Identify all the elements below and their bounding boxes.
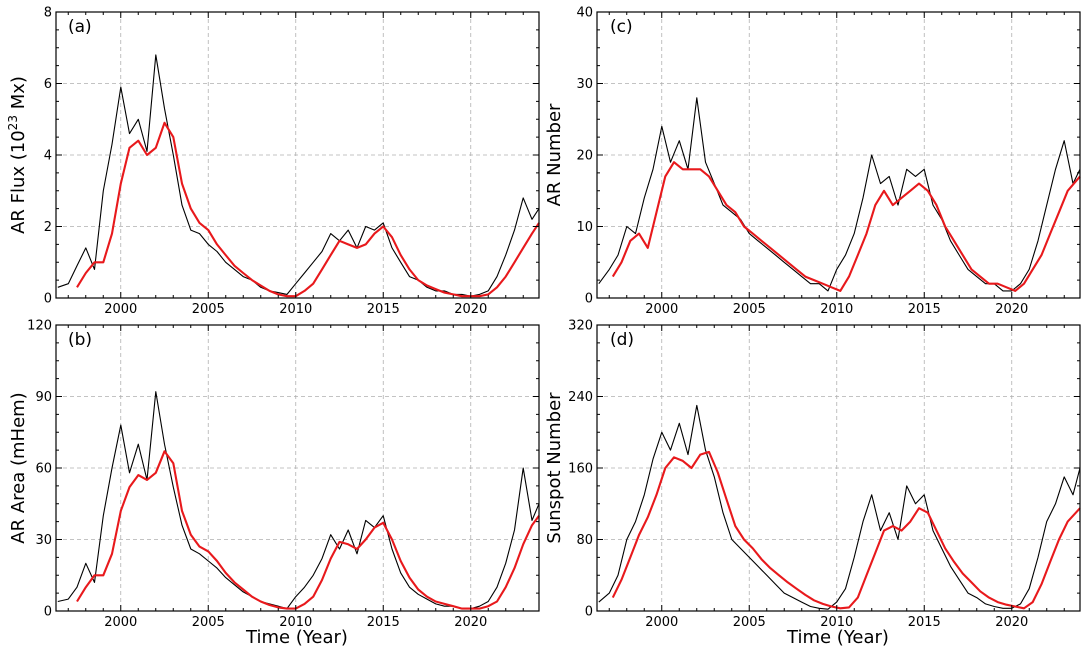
panel-b-xlabel: Time (Year) <box>245 627 348 648</box>
panel-d-sunspot-number: 2000 2005 2010 2015 2020 0 80 160 240 320 (d) Sun… <box>544 319 1081 648</box>
panel-b-ylabel: AR Area (mHem) <box>8 392 29 543</box>
panel-a-xtick-label-2010: 2010 <box>279 302 312 317</box>
panel-d-ytick-label-0: 0 <box>585 605 593 620</box>
panel-d-ytick-label-240: 240 <box>568 390 593 405</box>
panel-d-ytick-label-80: 80 <box>576 533 593 548</box>
panel-b-ar-area: 2000 2005 2010 2015 2020 0 30 60 90 120 (b) AR Ar… <box>8 319 540 648</box>
panel-c-ytick-label-10: 10 <box>576 220 593 235</box>
panel-b-ytick-label-30: 30 <box>35 533 52 548</box>
panel-c-xtick-label-2015: 2015 <box>908 302 941 317</box>
panel-d-ticks: 2000 2005 2010 2015 2020 0 80 160 240 320 <box>568 319 1080 630</box>
panel-b-label: (b) <box>68 330 92 350</box>
panel-d-xtick-label-2020: 2020 <box>995 615 1028 630</box>
panel-a-xtick-label-2000: 2000 <box>104 302 137 317</box>
panel-a-smoothed-series <box>76 121 540 298</box>
panel-d-ytick-label-320: 320 <box>568 319 593 334</box>
panel-d-monthly-series <box>598 404 1081 610</box>
panel-a-xtick-label-2020: 2020 <box>454 302 487 317</box>
panel-c-gridlines <box>597 12 1080 298</box>
panel-a-series <box>57 54 540 298</box>
panel-c-xtick-label-2010: 2010 <box>820 302 853 317</box>
panel-d-xtick-label-2010: 2010 <box>820 615 853 630</box>
panel-a-frame <box>55 11 540 299</box>
panel-d-ylabel: Sunspot Number <box>544 392 565 544</box>
panel-c-monthly-series <box>598 97 1081 292</box>
panel-a-ylabel-exponent: 23 <box>6 115 20 130</box>
panel-c-label: (c) <box>610 17 633 37</box>
panel-d-xtick-label-2005: 2005 <box>733 615 766 630</box>
panel-d-label: (d) <box>610 330 634 350</box>
panel-b-xtick-label-2020: 2020 <box>454 615 487 630</box>
panel-b-xtick-label-2010: 2010 <box>279 615 312 630</box>
panel-a-label: (a) <box>68 17 92 37</box>
panel-a-ytick-label-8: 8 <box>44 6 52 21</box>
panel-b-monthly-series <box>57 391 540 610</box>
panel-a-ar-flux: 2000 2005 2010 2015 2020 0 2 4 6 8 (a) AR Flux (1… <box>6 6 540 317</box>
panel-a-ylabel: AR Flux (1023 Mx) <box>6 76 29 234</box>
panel-b-xtick-label-2005: 2005 <box>192 615 225 630</box>
panel-d-gridlines <box>597 325 1080 611</box>
panel-d-xlabel: Time (Year) <box>786 627 889 648</box>
panel-b-series <box>57 391 540 610</box>
panel-c-ytick-label-30: 30 <box>576 77 593 92</box>
panel-a-ytick-label-4: 4 <box>44 149 52 164</box>
panel-a-ytick-label-2: 2 <box>44 220 52 235</box>
panel-a-ylabel-prefix: AR Flux (10 <box>8 130 29 234</box>
panel-b-gridlines <box>56 325 539 611</box>
panel-d-series <box>598 404 1081 610</box>
panel-c-xtick-label-2020: 2020 <box>995 302 1028 317</box>
panel-b-smoothed-series <box>76 450 540 610</box>
panel-a-monthly-series <box>57 54 540 297</box>
panel-b-ytick-label-120: 120 <box>27 319 52 334</box>
panel-b-frame <box>55 324 540 612</box>
panel-b-xtick-label-2000: 2000 <box>104 615 137 630</box>
panel-a-gridlines <box>56 12 539 298</box>
panel-a-ytick-label-6: 6 <box>44 77 52 92</box>
panel-a-xtick-label-2005: 2005 <box>192 302 225 317</box>
panel-a-ylabel-suffix: Mx) <box>8 76 29 115</box>
panel-c-frame <box>596 11 1081 299</box>
panel-b-ytick-label-0: 0 <box>44 605 52 620</box>
panel-c-ytick-label-20: 20 <box>576 149 593 164</box>
panel-a-ytick-label-0: 0 <box>44 292 52 307</box>
panel-d-xtick-label-2000: 2000 <box>645 615 678 630</box>
panel-d-frame <box>596 324 1081 612</box>
panel-c-series <box>598 97 1081 292</box>
panel-a-xtick-label-2015: 2015 <box>367 302 400 317</box>
panel-c-ar-number: 2000 2005 2010 2015 2020 0 10 20 30 40 (c) AR Num… <box>544 6 1081 317</box>
panel-c-ticks: 2000 2005 2010 2015 2020 0 10 20 30 40 <box>576 6 1080 317</box>
panel-c-xtick-label-2000: 2000 <box>645 302 678 317</box>
panel-c-xtick-label-2005: 2005 <box>733 302 766 317</box>
panel-b-ticks: 2000 2005 2010 2015 2020 0 30 60 90 120 <box>27 319 539 630</box>
panel-d-ytick-label-160: 160 <box>568 462 593 477</box>
panel-c-smoothed-series <box>611 161 1081 292</box>
panel-a-ticks: 2000 2005 2010 2015 2020 0 2 4 6 8 <box>44 6 539 317</box>
panel-b-ytick-label-60: 60 <box>35 462 52 477</box>
panel-c-ytick-label-0: 0 <box>585 292 593 307</box>
panel-b-xtick-label-2015: 2015 <box>367 615 400 630</box>
panel-d-xtick-label-2015: 2015 <box>908 615 941 630</box>
panel-b-ytick-label-90: 90 <box>35 390 52 405</box>
panel-c-ytick-label-40: 40 <box>576 6 593 21</box>
panel-c-ylabel: AR Number <box>544 103 565 206</box>
panel-d-smoothed-series <box>611 450 1081 610</box>
